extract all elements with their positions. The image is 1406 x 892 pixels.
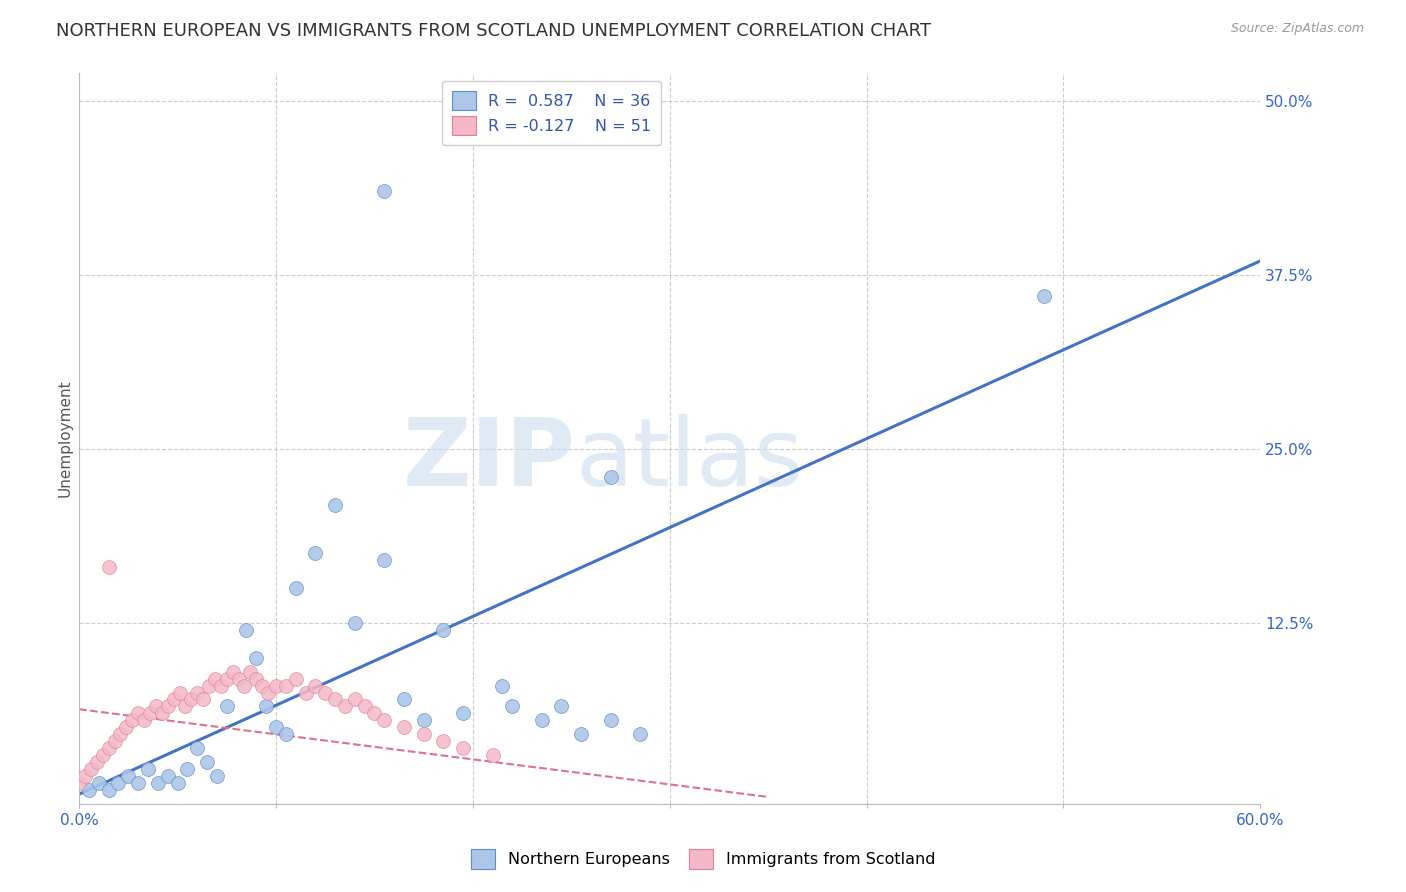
Point [599,469,621,483]
Point [91,748,114,763]
Point [87,776,110,790]
Point [343,615,366,630]
Point [274,727,297,741]
Point [139,706,162,721]
Point [121,714,143,728]
Point [176,762,198,776]
Point [304,546,326,560]
Point [294,685,316,699]
Point [245,672,267,686]
Point [304,679,326,693]
Point [491,679,513,693]
Point [1032,289,1054,303]
Point [245,650,267,665]
Point [333,699,356,714]
Point [274,679,297,693]
Point [501,699,523,714]
Point [343,692,366,706]
Point [392,720,415,734]
Point [166,776,188,790]
Text: NORTHERN EUROPEAN VS IMMIGRANTS FROM SCOTLAND UNEMPLOYMENT CORRELATION CHART: NORTHERN EUROPEAN VS IMMIGRANTS FROM SCO… [56,22,931,40]
Point [145,699,167,714]
Point [146,776,169,790]
Point [103,734,125,748]
Point [162,692,184,706]
Point [451,741,474,756]
Point [412,727,434,741]
Point [107,776,129,790]
Point [451,706,474,721]
Point [392,692,415,706]
Point [314,685,336,699]
Point [233,679,256,693]
Point [67,776,90,790]
Point [432,734,454,748]
Point [127,776,149,790]
Point [481,748,503,763]
Point [284,581,307,595]
Point [373,553,395,567]
Point [264,679,287,693]
Point [150,706,173,721]
Point [215,699,238,714]
Point [353,699,375,714]
Legend: Northern Europeans, Immigrants from Scotland: Northern Europeans, Immigrants from Scot… [463,841,943,877]
Point [73,769,96,783]
Point [235,623,257,637]
Point [228,672,250,686]
Point [569,727,592,741]
Point [127,706,149,721]
Point [80,762,103,776]
Point [323,692,346,706]
Point [204,672,226,686]
Point [110,727,132,741]
Point [195,755,218,769]
Point [373,184,395,198]
Point [191,692,214,706]
Point [156,769,179,783]
Point [97,783,120,797]
Point [254,699,277,714]
Point [264,720,287,734]
Text: atlas: atlas [575,415,803,507]
Point [180,692,202,706]
Point [550,699,572,714]
Point [239,665,262,679]
Point [215,672,238,686]
Legend: R =  0.587    N = 36, R = -0.127    N = 51: R = 0.587 N = 36, R = -0.127 N = 51 [441,81,661,145]
Point [284,672,307,686]
Point [323,498,346,512]
Point [530,714,553,728]
Y-axis label: Unemployment: Unemployment [58,380,72,497]
Point [250,679,273,693]
Point [257,685,280,699]
Point [115,720,138,734]
Point [198,679,221,693]
Point [132,714,155,728]
Point [373,714,395,728]
Point [432,623,454,637]
Point [174,699,197,714]
Point [412,714,434,728]
Point [86,755,108,769]
Point [77,783,100,797]
Point [221,665,243,679]
Point [186,741,208,756]
Point [363,706,385,721]
Point [97,741,120,756]
Text: Source: ZipAtlas.com: Source: ZipAtlas.com [1230,22,1364,36]
Point [209,679,232,693]
Point [599,714,621,728]
Point [186,685,208,699]
Point [169,685,191,699]
Point [205,769,228,783]
Point [628,727,651,741]
Point [117,769,139,783]
Point [97,560,120,574]
Point [136,762,159,776]
Text: ZIP: ZIP [402,415,575,507]
Point [156,699,179,714]
